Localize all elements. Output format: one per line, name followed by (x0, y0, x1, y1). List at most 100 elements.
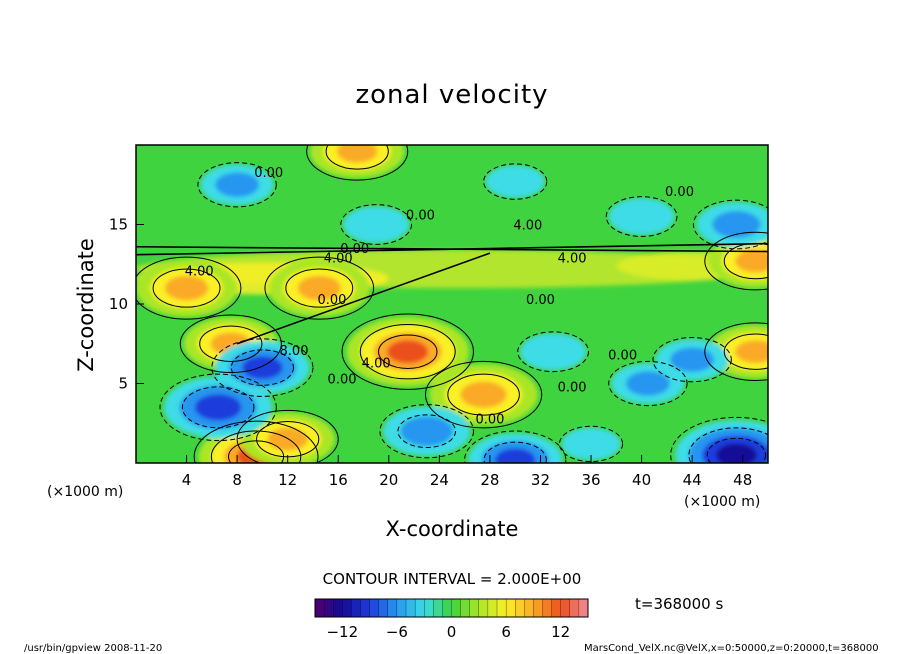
contour-label: 4.00 (558, 252, 587, 267)
x-axis-unit-right: (×1000 m) (684, 494, 760, 510)
x-tick-label: 40 (632, 471, 651, 489)
contour-label: 0.00 (340, 242, 369, 257)
y-tick-label: 15 (109, 216, 128, 234)
field-blob (608, 198, 675, 235)
colorbar-cell (578, 598, 589, 618)
x-axis-unit-left: (×1000 m) (47, 484, 123, 500)
colorbar-cell (351, 598, 361, 618)
contour-labels: 0.000.004.000.000.004.00 4.004.000.00 0.00… (185, 166, 694, 427)
colorbar-cell (433, 598, 443, 618)
colorbar-cell (442, 598, 452, 618)
x-tick-label: 48 (733, 471, 752, 489)
field-blob (735, 249, 768, 273)
contour-line (688, 427, 768, 463)
contour-interval: CONTOUR INTERVAL = 2.000E+00 (323, 570, 582, 588)
colorbar-tick-label: 12 (551, 623, 570, 641)
x-tick-label: 24 (430, 471, 449, 489)
colorbar-tick-label: 6 (501, 623, 511, 641)
colorbar-cell (460, 598, 471, 618)
colorbar-cell (414, 598, 425, 618)
x-tick-label: 36 (581, 471, 600, 489)
colorbar-tick-label: −6 (386, 623, 408, 641)
colorbar-cell (378, 598, 389, 618)
contour-label: 4.00 (324, 252, 353, 267)
contour-line (340, 204, 413, 245)
y-axis: 5 10 15 (109, 216, 144, 393)
colorbar-cell (451, 598, 462, 618)
contour-line (704, 322, 768, 381)
plot-area: 0.000.004.000.000.004.00 4.004.000.00 0.00… (135, 144, 769, 464)
contour-label: 0.00 (254, 166, 283, 181)
colorbar-cell (515, 598, 525, 618)
field-blob (267, 427, 308, 451)
contour-line (179, 314, 282, 374)
colorbar (314, 598, 589, 618)
x-tick-label: 32 (531, 471, 550, 489)
field-blob (337, 145, 378, 163)
field-blob (561, 427, 621, 461)
colorbar-cell (369, 598, 380, 618)
contour-line (378, 334, 438, 369)
contour-line (264, 256, 375, 320)
contour-line (210, 430, 302, 463)
field-blob (495, 448, 536, 463)
field-blob (735, 340, 768, 364)
colorbar-cell (560, 598, 571, 618)
x-axis: 4 8 12 16 20 24 28 32 36 40 44 48 (182, 455, 752, 489)
contour-line (723, 333, 768, 370)
contour-line (285, 268, 354, 308)
x-tick-label: 20 (379, 471, 398, 489)
field-blob (670, 347, 715, 372)
contour-line (608, 360, 688, 407)
contour-line (704, 231, 768, 291)
x-tick-label: 16 (329, 471, 348, 489)
colorbar-ticks: −12 −6 0 6 12 (326, 623, 570, 641)
colorbar-cell (333, 598, 343, 618)
colorbar-cell (342, 598, 352, 618)
field-blob (520, 333, 586, 370)
contour-label: 0.00 (475, 412, 504, 427)
contour-line (152, 268, 221, 308)
contour-line (379, 404, 474, 459)
contour-label: 4.00 (185, 264, 214, 279)
contour-line (181, 386, 255, 429)
x-tick-label: 4 (182, 471, 192, 489)
colorbar-cell (478, 598, 489, 618)
colorbar-cell (496, 598, 507, 618)
contour-line (517, 331, 590, 373)
colorbar-tick-label: 0 (447, 623, 457, 641)
field-blob (626, 371, 670, 396)
colorbar-cell (323, 598, 334, 618)
colorbar-cell (360, 598, 371, 618)
field-blob (297, 275, 341, 301)
colorbar-cell (314, 598, 325, 618)
footer-source: MarsCond_VelX.nc@VelX,x=0:50000,z=0:2000… (584, 643, 879, 654)
y-axis-label: Z-coordinate (74, 238, 98, 372)
chart-title: zonal velocity (355, 80, 548, 110)
contour-line (306, 145, 409, 181)
contour-line (605, 196, 678, 237)
footer-program: /usr/bin/gpview 2008-11-20 (24, 643, 162, 654)
field-blob (460, 381, 507, 408)
contour-label: 4.00 (362, 357, 391, 372)
colorbar-cell (533, 598, 543, 618)
time-label: t=368000 s (635, 595, 723, 613)
colorbar-frame (314, 598, 589, 618)
contour-line (464, 430, 567, 463)
colorbar-cell (487, 598, 498, 618)
contour-line (341, 313, 474, 390)
colorbar-cell (524, 598, 534, 618)
contour-label: 0.00 (665, 185, 694, 200)
contour-line (359, 323, 456, 380)
contour-line (199, 325, 263, 362)
contour-label: 8.00 (280, 344, 309, 359)
field-blob (400, 416, 453, 446)
contour-label: 0.00 (317, 293, 346, 308)
contour-label: 0.00 (526, 293, 555, 308)
contour-lines (136, 145, 768, 463)
field-blob (485, 165, 545, 198)
contour-label: 0.00 (608, 349, 637, 364)
contour-line (136, 256, 242, 320)
contour-line (706, 437, 767, 463)
field-blob (343, 206, 410, 243)
